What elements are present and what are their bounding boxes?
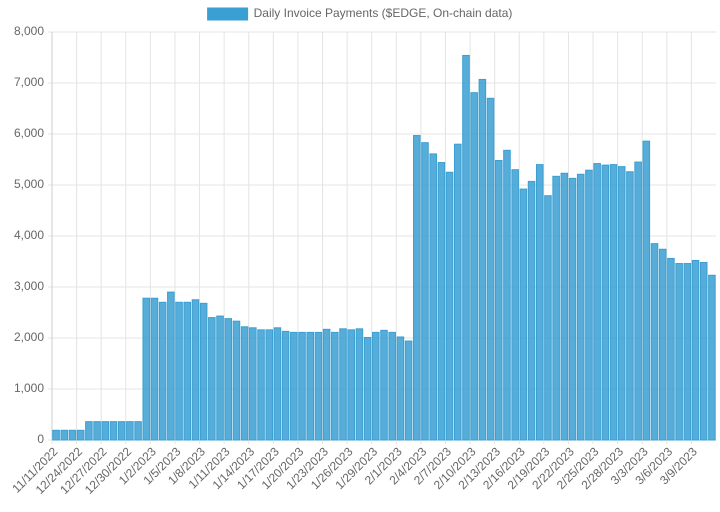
bar [617,166,626,441]
bar [298,331,306,441]
bar [593,163,601,441]
bar [109,421,118,441]
y-tick-label: 4,000 [14,228,44,242]
bar [511,169,519,441]
bar [257,329,265,441]
bar [265,329,274,441]
bar [675,263,683,441]
bar [601,164,610,441]
bar [626,171,634,441]
bar [355,328,364,441]
bar [290,331,298,441]
bar [347,329,355,441]
bar [634,161,642,441]
bar [576,173,585,441]
bar [167,291,175,441]
y-tick-label: 1,000 [14,381,44,395]
bar [52,429,60,441]
bar [191,299,200,441]
bar [93,421,101,441]
bar [199,302,208,441]
bar [134,421,142,441]
bar [158,301,167,441]
bar [470,92,478,441]
bar [232,320,241,441]
legend-swatch [207,7,249,21]
bar [699,262,708,441]
bar [658,248,667,441]
bar [331,331,339,441]
bar [249,327,257,441]
bar [306,331,315,441]
bar [667,257,675,441]
bar [76,429,85,441]
bar [388,331,396,441]
bar [101,421,110,441]
bar [609,164,618,441]
bar [314,331,323,441]
bar [339,328,347,441]
bar [60,429,69,441]
y-tick-label: 6,000 [14,126,44,140]
y-tick-label: 3,000 [14,279,44,293]
bar [372,331,380,441]
bar [224,318,233,441]
bar [429,153,437,441]
bar [642,140,651,441]
y-tick-label: 7,000 [14,75,44,89]
bar [503,149,511,441]
y-tick-label: 8,000 [14,24,44,38]
bar [585,169,593,441]
bar [281,330,290,441]
bar [486,97,495,441]
bar [650,243,659,441]
bar [150,297,159,441]
bar [396,336,405,441]
bar [175,301,183,441]
bar [544,195,552,441]
bar [683,263,692,441]
bar [240,326,249,441]
bar [363,336,372,441]
bar [519,188,528,441]
bar [183,301,192,441]
bar [273,327,282,441]
bar [437,162,446,441]
bar [216,315,224,441]
bar [117,421,126,441]
bar [535,164,544,441]
bar [421,142,429,441]
bar [462,54,470,441]
bar [68,429,77,441]
y-tick-label: 2,000 [14,330,44,344]
bar [404,340,413,441]
bar [142,297,151,441]
bar [552,175,560,441]
bar [85,421,93,441]
bar [691,259,700,441]
bar [494,160,503,441]
bar [445,171,454,441]
bar [478,78,487,441]
y-tick-label: 5,000 [14,177,44,191]
bar [126,421,134,441]
bar [560,172,569,441]
bar [708,274,716,441]
bar [413,135,421,441]
bar [380,329,388,441]
bar [208,317,216,441]
bar [527,180,536,441]
bar [568,177,577,441]
legend-label: Daily Invoice Payments ($EDGE, On-chain … [254,6,513,20]
bar [322,328,331,441]
bar [453,143,462,441]
y-tick-label: 0 [37,432,44,446]
